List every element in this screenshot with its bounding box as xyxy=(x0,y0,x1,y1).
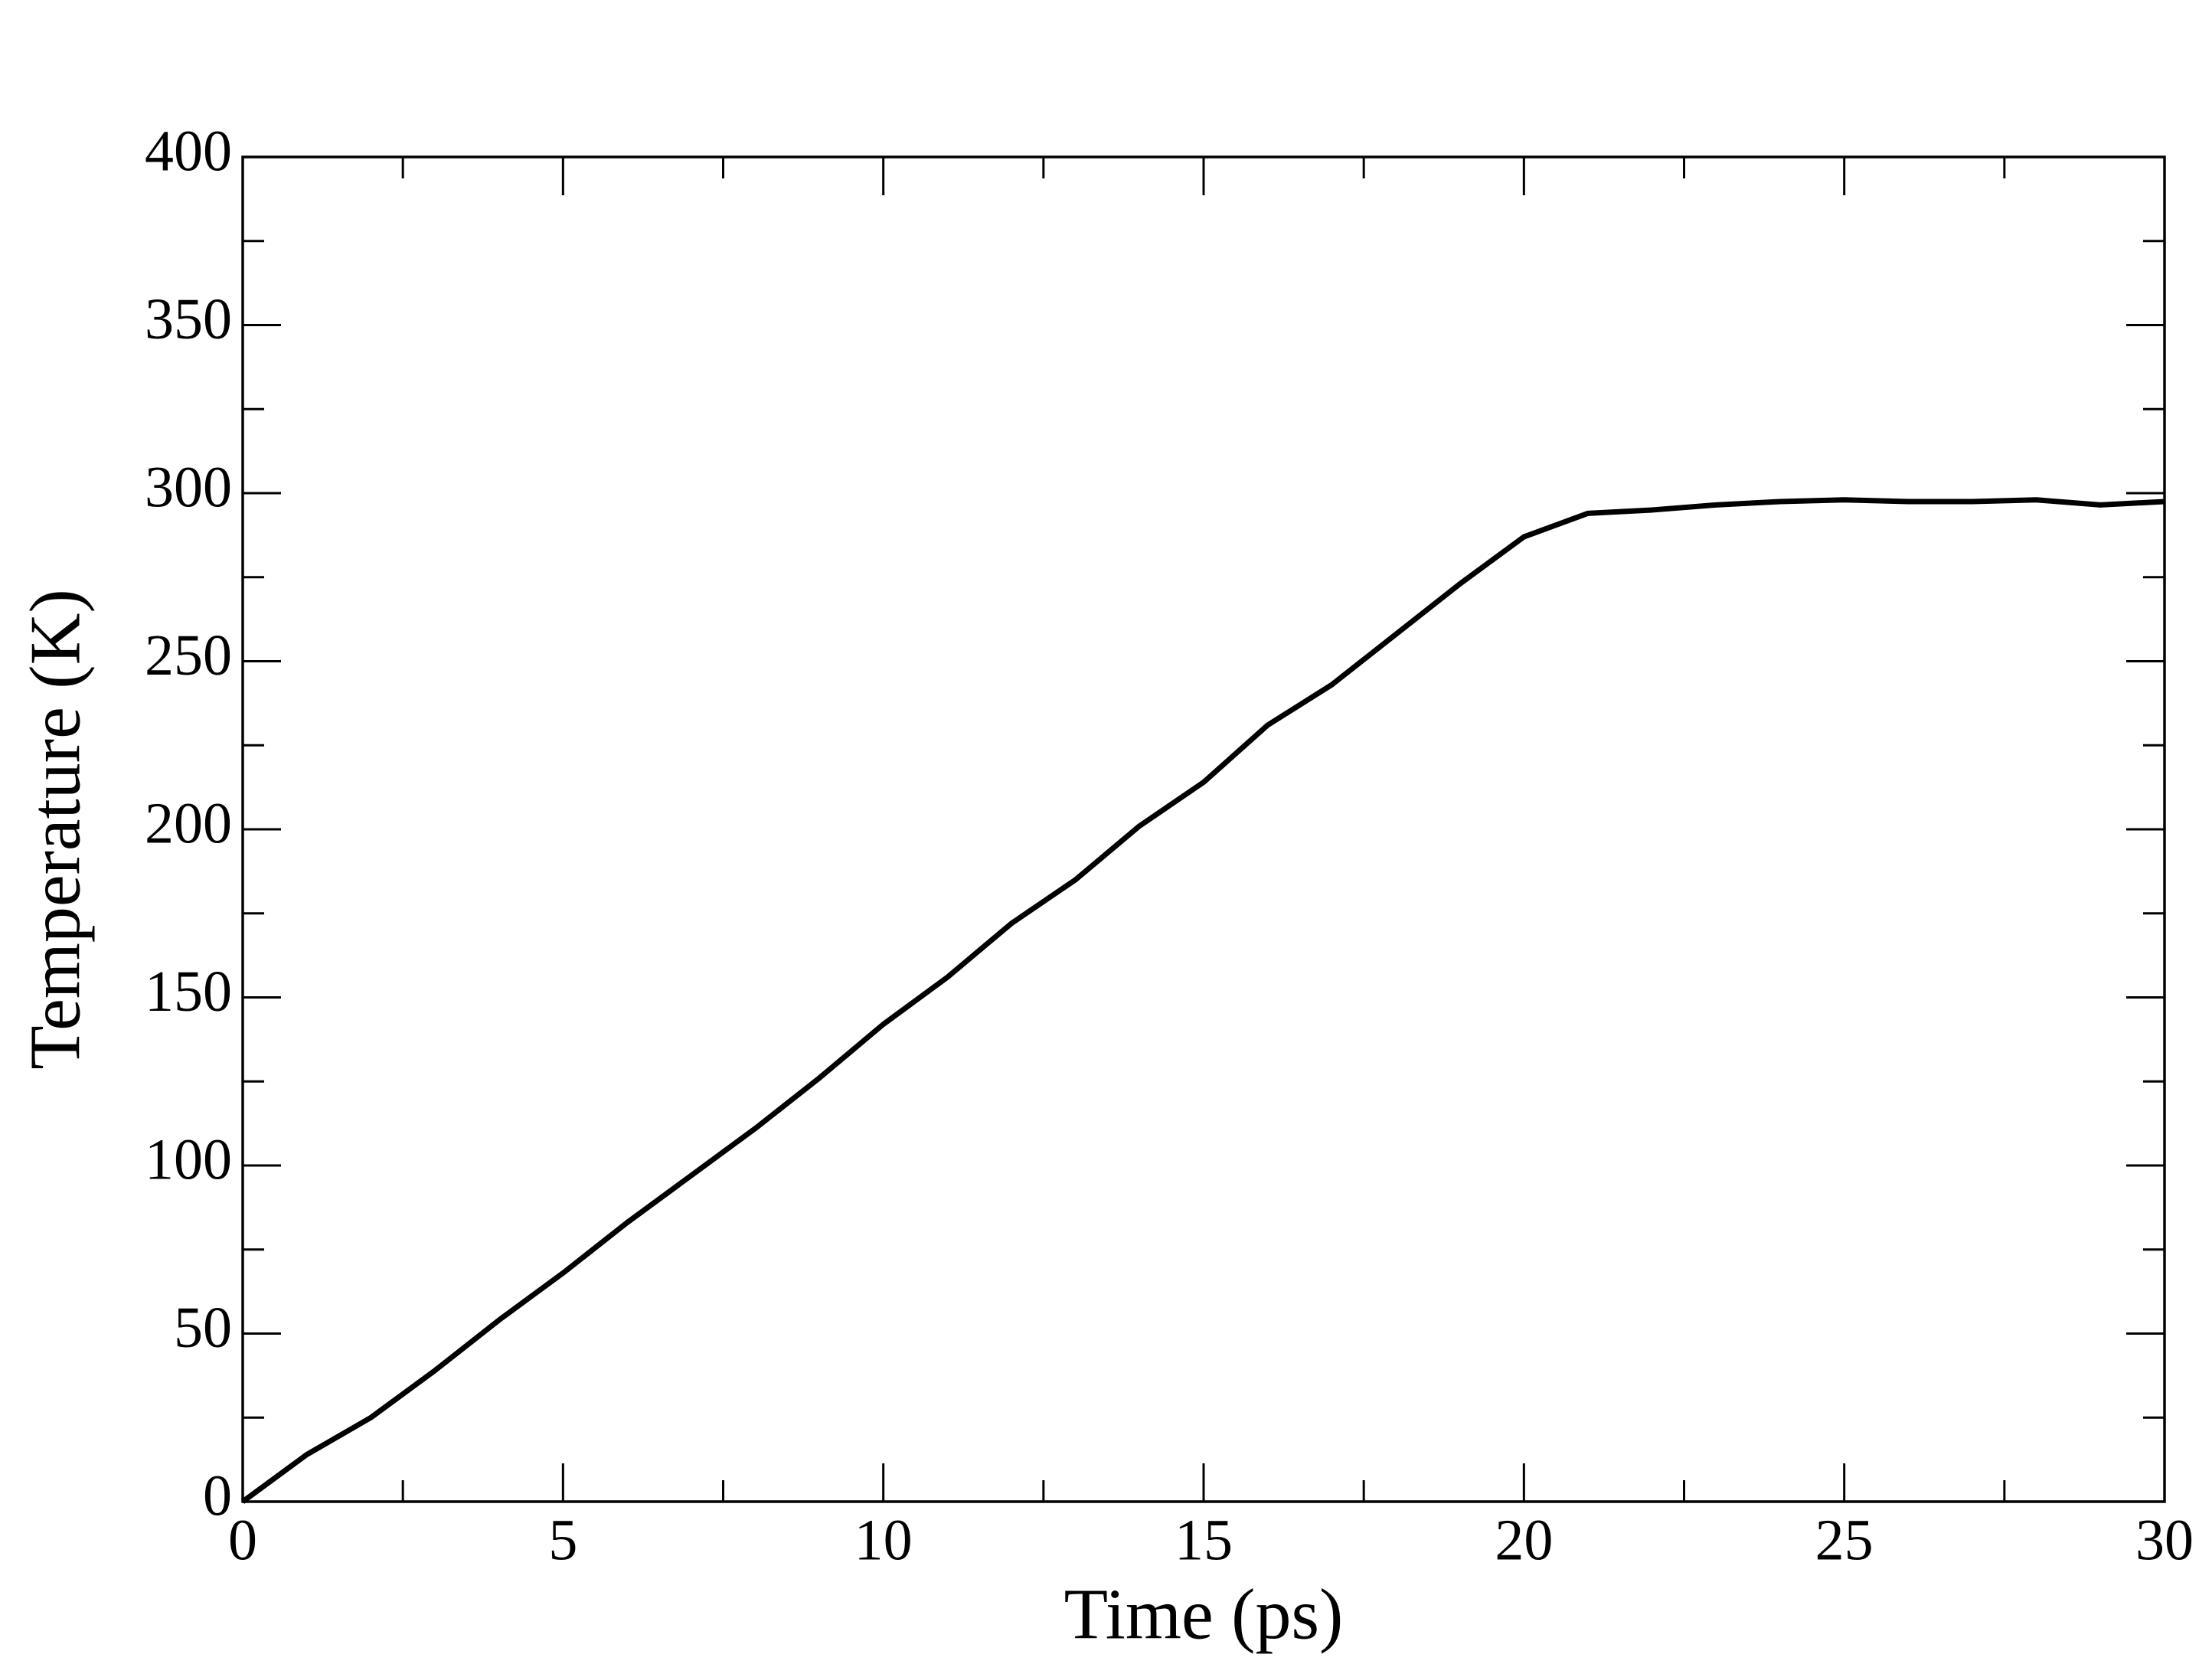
x-axis-label: Time (ps) xyxy=(1064,1575,1344,1655)
y-tick-label: 100 xyxy=(145,1127,232,1192)
x-tick-label: 10 xyxy=(854,1508,913,1572)
y-tick-label: 150 xyxy=(145,959,232,1024)
data-line xyxy=(240,497,2165,1504)
y-tick-label: 350 xyxy=(145,287,232,351)
x-tick-label: 20 xyxy=(1495,1508,1553,1572)
y-tick-label: 50 xyxy=(174,1296,232,1360)
y-tick-label: 250 xyxy=(145,623,232,688)
x-tick-label: 5 xyxy=(548,1508,577,1572)
x-tick-label: 25 xyxy=(1815,1508,1874,1572)
x-tick-label: 30 xyxy=(2135,1508,2194,1572)
y-tick-label: 400 xyxy=(145,119,232,183)
y-tick-label: 0 xyxy=(203,1463,232,1528)
x-tick-label: 15 xyxy=(1175,1508,1233,1572)
y-axis-label: Temperature (K) xyxy=(16,589,96,1070)
x-tick-label: 0 xyxy=(228,1508,257,1572)
y-tick-label: 300 xyxy=(145,455,232,519)
plot-frame xyxy=(241,155,2166,1503)
y-tick-label: 200 xyxy=(145,791,232,855)
